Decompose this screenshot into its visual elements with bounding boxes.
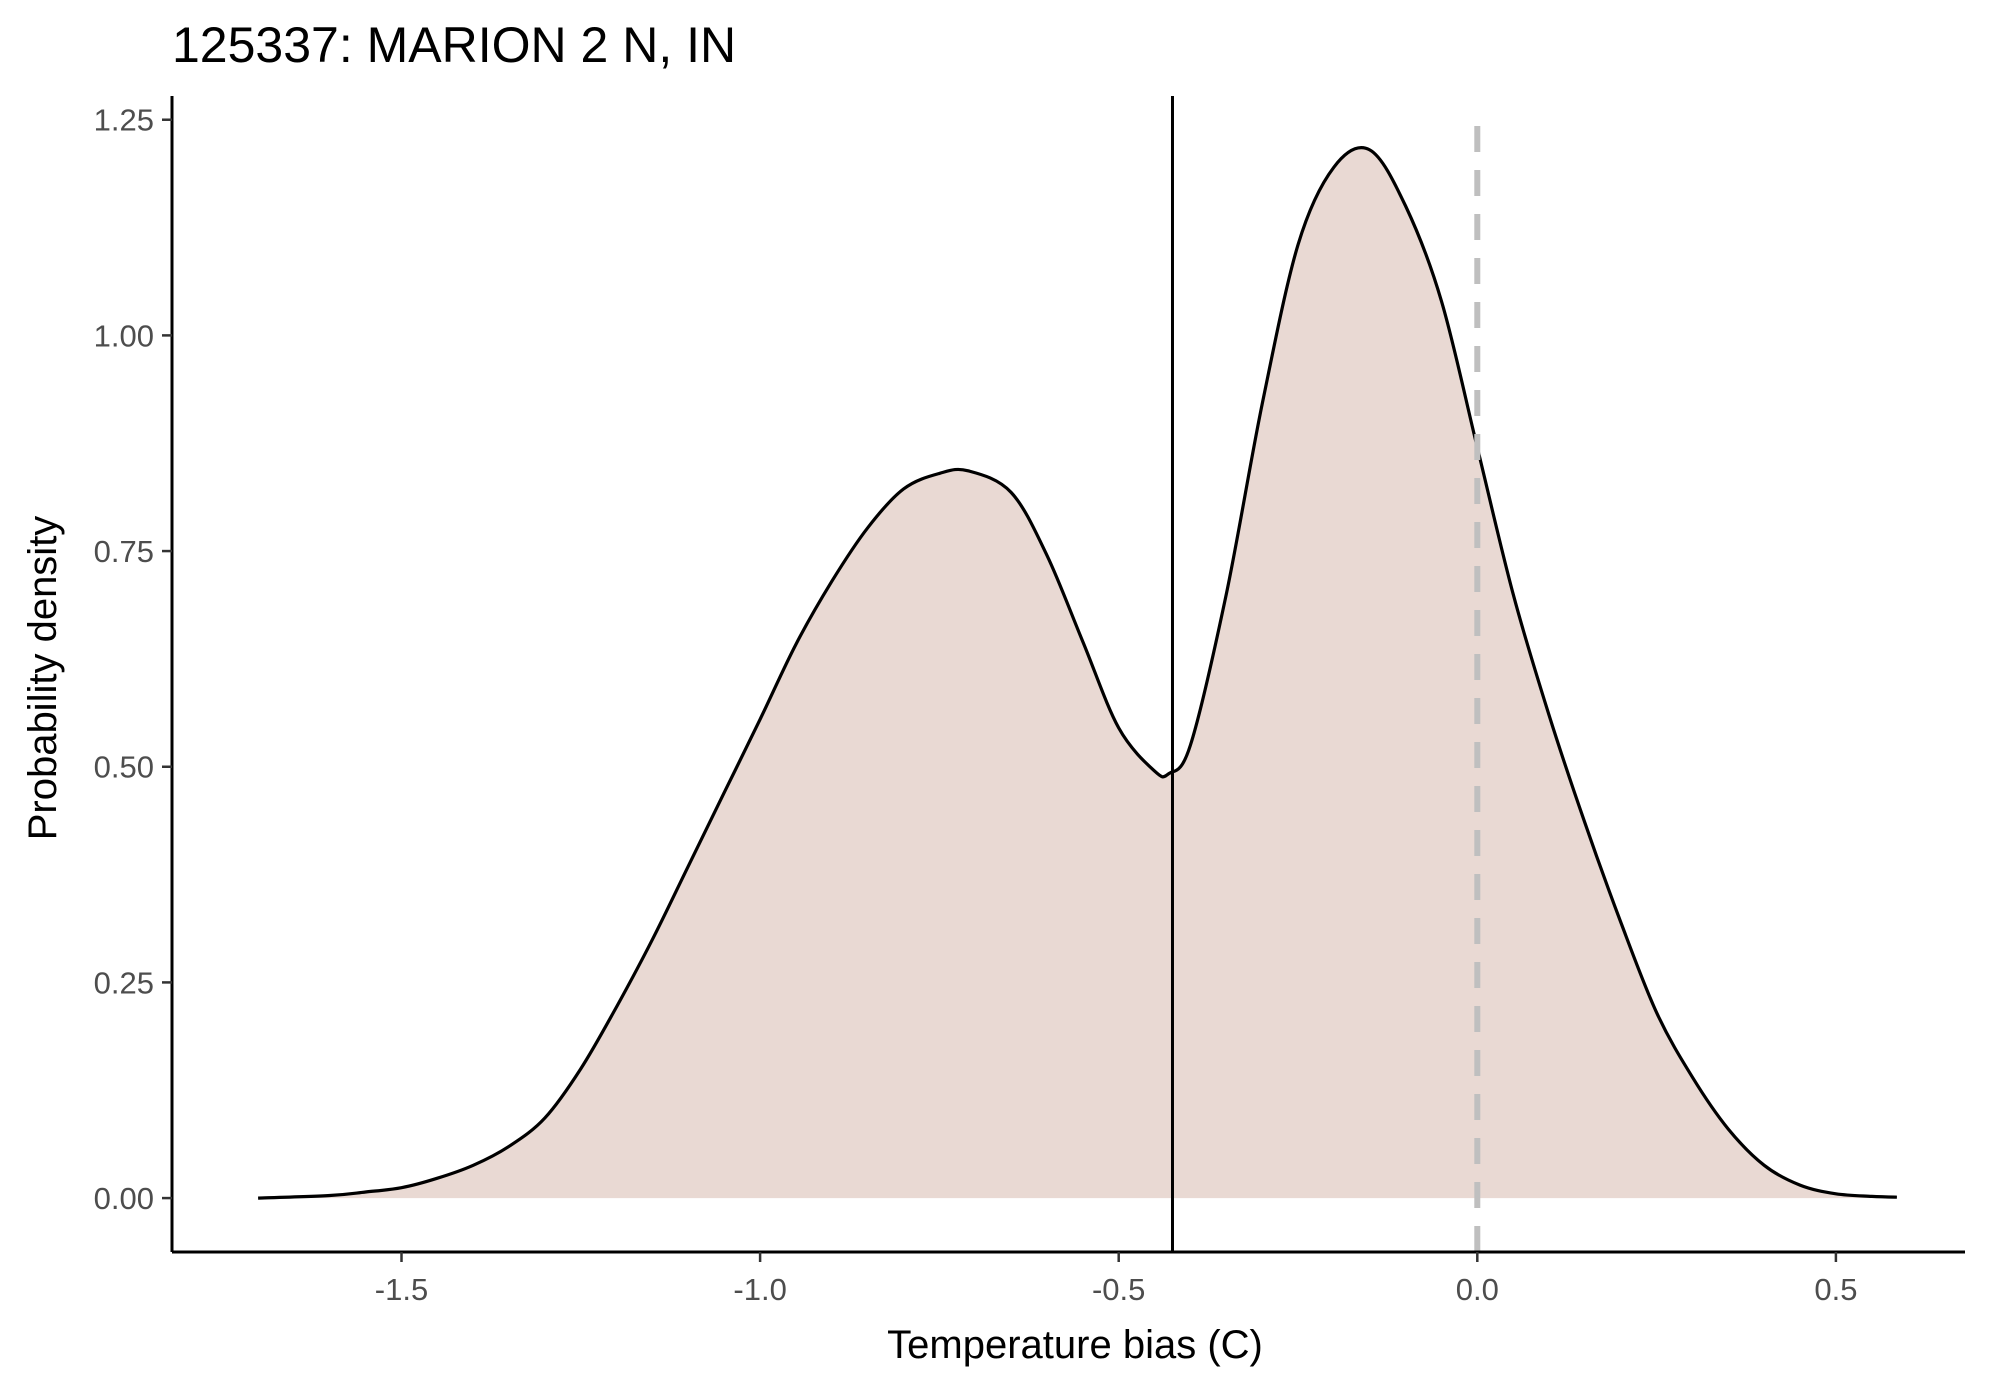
density-curve-line [258, 146, 1897, 1200]
y-tick-label: 0.50 [94, 750, 154, 785]
chart-title: 125337: MARION 2 N, IN [172, 17, 736, 73]
y-axis-title: Probability density [21, 516, 65, 841]
x-tick-label: -0.5 [1092, 1272, 1145, 1307]
y-axis-ticks: 0.00 0.25 0.50 0.75 1.00 1.25 [94, 103, 172, 1216]
x-tick-label: -1.0 [733, 1272, 786, 1307]
plot-area [258, 96, 1897, 1252]
axes: 0.00 0.25 0.50 0.75 1.00 1.25 -1.5 -1.0 -0.5 0.0… [94, 96, 1965, 1307]
y-tick-label: 0.75 [94, 534, 154, 569]
y-tick-label: 1.25 [94, 103, 154, 138]
x-axis-title: Temperature bias (C) [887, 1323, 1263, 1367]
density-fill-area [258, 147, 1897, 1199]
y-tick-label: 0.25 [94, 965, 154, 1000]
x-axis-ticks: -1.5 -1.0 -0.5 0.0 0.5 [375, 1252, 1857, 1307]
x-tick-label: 0.5 [1814, 1272, 1857, 1307]
x-tick-label: 0.0 [1456, 1272, 1499, 1307]
x-tick-label: -1.5 [375, 1272, 428, 1307]
y-tick-label: 1.00 [94, 318, 154, 353]
y-tick-label: 0.00 [94, 1181, 154, 1216]
